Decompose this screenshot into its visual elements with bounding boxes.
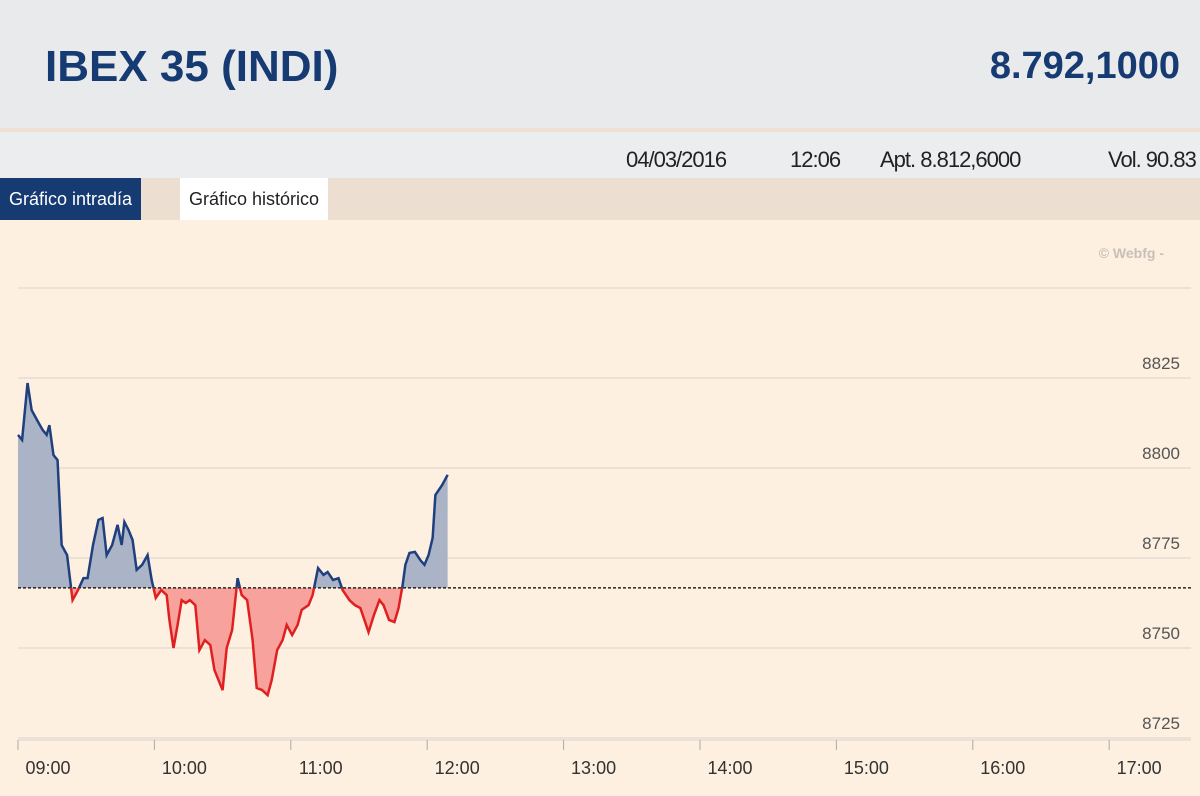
- index-title: IBEX 35 (INDI): [45, 42, 339, 91]
- info-bar: 04/03/2016 12:06 Apt. 8.812,6000 Vol. 90…: [0, 132, 1200, 178]
- y-tick-label: 8825: [1142, 354, 1180, 373]
- x-tick-label: 11:00: [299, 758, 343, 778]
- tab-intraday[interactable]: Gráfico intradía: [0, 178, 142, 220]
- y-tick-label: 8750: [1142, 624, 1180, 643]
- x-tick-label: 17:00: [1117, 758, 1162, 778]
- line-above: [17, 382, 449, 588]
- x-tick-label: 16:00: [980, 758, 1025, 778]
- area-above: [18, 383, 448, 588]
- x-tick-label: 13:00: [571, 758, 616, 778]
- header: IBEX 35 (INDI) 8.792,1000: [0, 0, 1200, 132]
- x-tick-label: 12:00: [435, 758, 480, 778]
- x-tick-label: 10:00: [162, 758, 207, 778]
- time: 12:06: [790, 147, 841, 172]
- tab-historic[interactable]: Gráfico histórico: [180, 178, 329, 220]
- x-tick-label: 09:00: [25, 758, 70, 778]
- tab-bar: Gráfico intradía Gráfico histórico: [0, 178, 1200, 220]
- x-tick-label: 15:00: [844, 758, 889, 778]
- date: 04/03/2016: [626, 147, 727, 172]
- line-below: [69, 587, 404, 698]
- y-tick-label: 8725: [1142, 714, 1180, 733]
- x-tick-label: 14:00: [707, 758, 752, 778]
- index-value: 8.792,1000: [989, 45, 1180, 87]
- watermark: © Webfg -: [1098, 245, 1164, 261]
- area-below: [71, 587, 403, 696]
- apt: Apt. 8.812,6000: [880, 147, 1021, 172]
- y-tick-label: 8775: [1142, 534, 1180, 553]
- volume: Vol. 90.83: [1108, 147, 1197, 172]
- y-tick-label: 8800: [1142, 444, 1180, 463]
